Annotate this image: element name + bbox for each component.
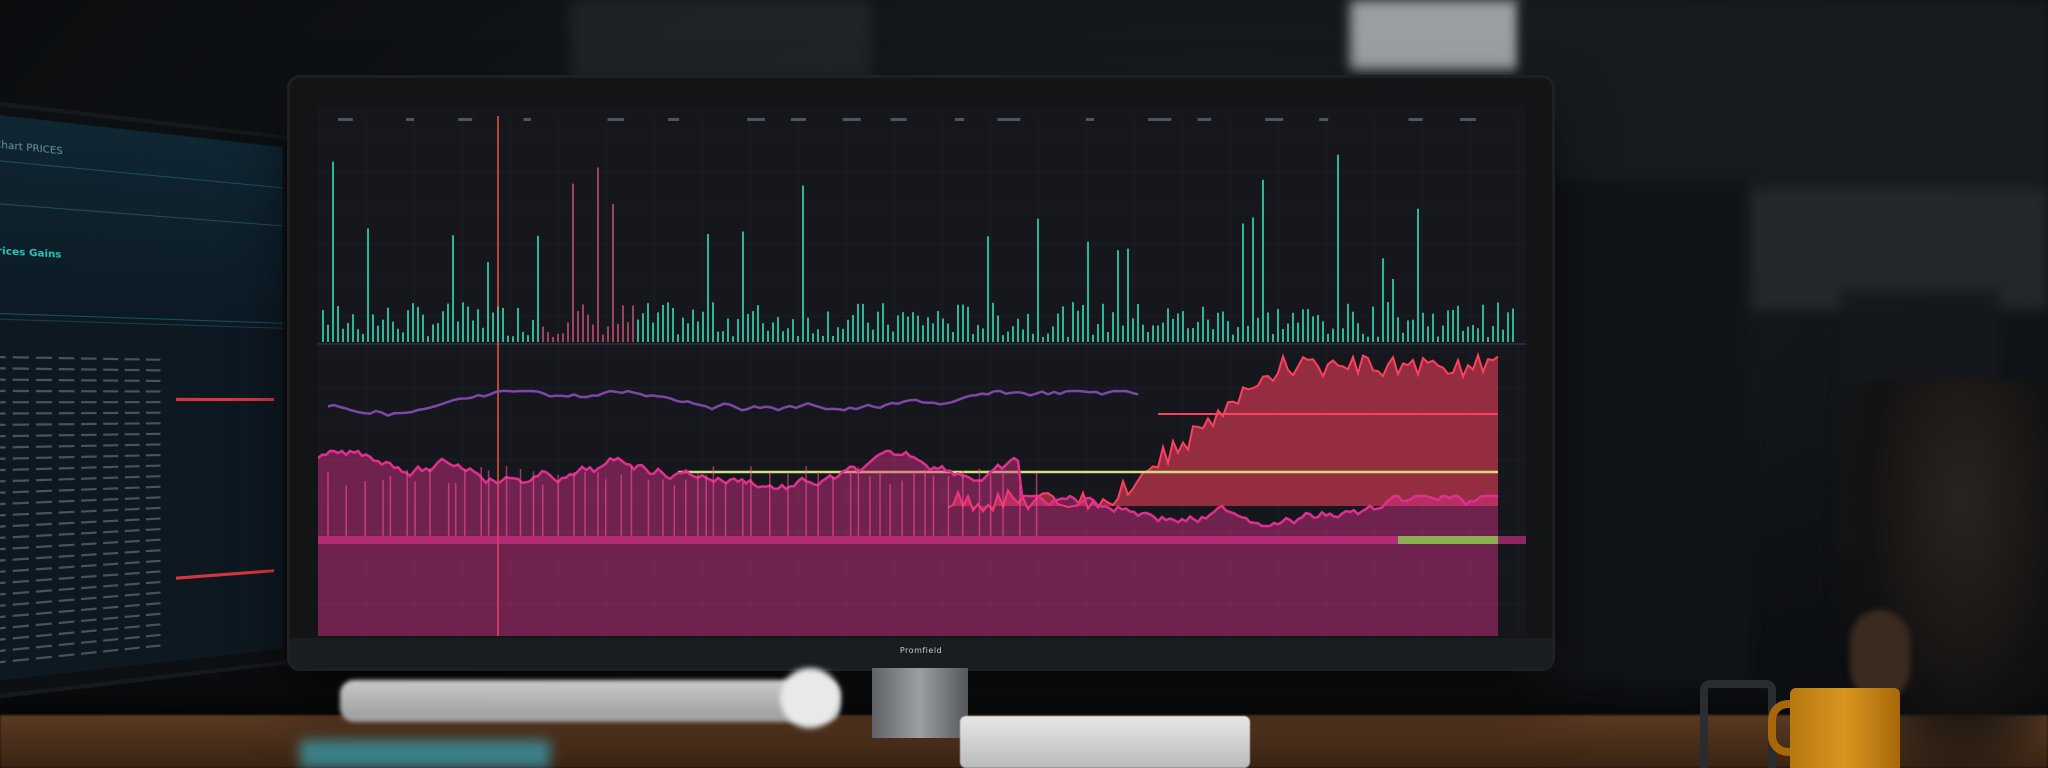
main-monitor-screen (318, 106, 1526, 636)
header-text-mark (1460, 118, 1476, 121)
header-text-mark (890, 118, 907, 121)
status-strip (318, 536, 1526, 544)
left-monitor-title: Chart PRICES (0, 139, 63, 158)
header-text-mark (607, 118, 625, 121)
left-monitor: Chart PRICES Prices Gains (0, 102, 290, 698)
monitor-stand (872, 668, 968, 738)
monitor-chin (290, 638, 1552, 668)
left-monitor-red-line (175, 569, 275, 580)
header-text-mark (1408, 118, 1423, 121)
background-cabinet (1520, 180, 1750, 680)
phone-glow (300, 740, 550, 768)
purple-series (327, 389, 1139, 417)
header-text-mark (668, 118, 680, 121)
header-text-mark (842, 118, 861, 121)
background-wall (1520, 0, 2048, 200)
header-text-mark (1265, 118, 1284, 121)
header-text-mark (747, 118, 765, 121)
header-text-mark (1085, 118, 1095, 121)
header-text-mark (1148, 118, 1172, 121)
header-text-mark (406, 118, 415, 121)
left-monitor-screen: Chart PRICES Prices Gains (0, 113, 283, 683)
monitor-stand-base (960, 716, 1250, 768)
divider (0, 201, 283, 227)
mouse (780, 668, 840, 728)
red-area (948, 355, 1498, 512)
header-text-mark (954, 118, 965, 121)
background-window (570, 0, 870, 80)
left-monitor-red-line (175, 397, 275, 402)
divider (0, 158, 283, 189)
header-text-mark (997, 118, 1021, 121)
desk-clamp (1700, 680, 1776, 768)
monitor-brand-label: Promfield (899, 646, 943, 655)
magenta-series (318, 449, 1498, 528)
red-series (947, 351, 1499, 513)
coffee-cup (1790, 688, 1900, 768)
left-monitor-subtitle: Prices Gains (0, 245, 62, 262)
main-monitor: Promfield (290, 78, 1552, 668)
background-pillar (1350, 0, 1520, 70)
header-text-mark (458, 118, 473, 121)
left-monitor-header: Chart PRICES Prices Gains (0, 113, 283, 329)
header-text-mark (1197, 118, 1212, 121)
left-monitor-table (0, 347, 167, 683)
status-strip-green (1398, 536, 1498, 544)
header-text-mark (790, 118, 806, 121)
dashboard-chart (318, 116, 1526, 636)
header-text-mark (523, 118, 531, 121)
header-text-mark (338, 118, 353, 121)
divider (0, 312, 283, 324)
keyboard (340, 680, 840, 722)
cup-handle (1768, 700, 1810, 756)
header-text-mark (1319, 118, 1329, 121)
person-hand (1850, 610, 1910, 700)
